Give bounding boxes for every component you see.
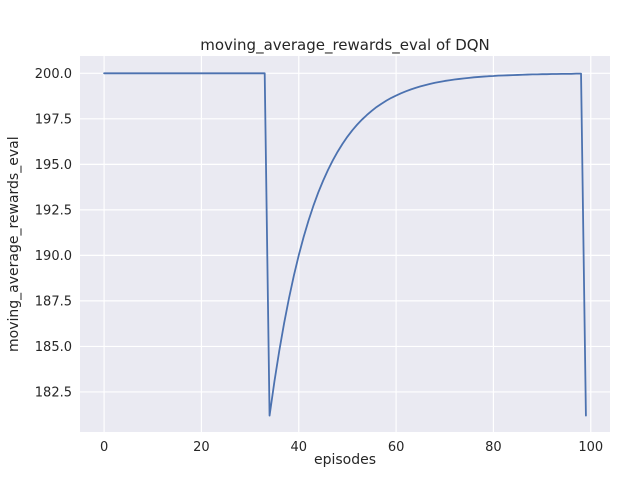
y-tick-label: 185.0 (35, 340, 72, 355)
x-tick-label: 60 (388, 440, 405, 455)
x-tick-label: 80 (485, 440, 502, 455)
y-tick-label: 190.0 (35, 249, 72, 264)
y-tick-label: 200.0 (35, 67, 72, 82)
x-axis-label: episodes (313, 452, 377, 468)
plot-background (80, 56, 610, 432)
x-tick-label: 20 (193, 440, 210, 455)
y-tick-label: 182.5 (35, 385, 72, 400)
y-tick-label: 192.5 (35, 203, 72, 218)
y-tick-label: 197.5 (35, 112, 72, 127)
y-tick-label: 187.5 (35, 294, 72, 309)
y-axis-label: moving_average_rewards_eval (6, 136, 22, 352)
x-tick-label: 40 (290, 440, 307, 455)
x-tick-label: 0 (100, 440, 108, 455)
y-tick-label: 195.0 (35, 158, 72, 173)
chart-title: moving_average_rewards_eval of DQN (200, 36, 490, 54)
series-line (103, 72, 587, 417)
x-tick-label: 100 (578, 440, 603, 455)
